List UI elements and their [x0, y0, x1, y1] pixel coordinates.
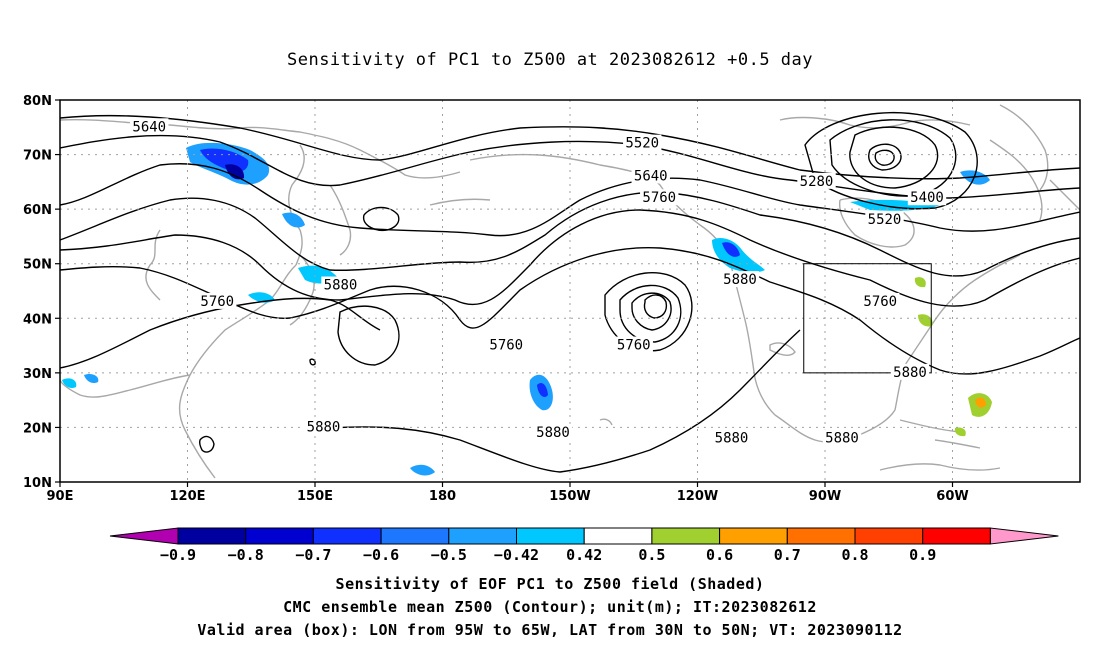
- gridlines: [60, 100, 1080, 482]
- contour-label-bg: [640, 189, 679, 206]
- caption-shading: Sensitivity of EOF PC1 to Z500 field (Sh…: [335, 575, 765, 593]
- colorbar-tick-label: −0.6: [363, 546, 399, 564]
- contour-label: 5880: [723, 272, 757, 288]
- contour-label-bg: [720, 271, 760, 288]
- lon-tick-label: 180: [429, 489, 456, 504]
- lon-tick-label: 90E: [47, 489, 74, 504]
- lat-tick-label: 20N: [23, 421, 52, 436]
- lon-tick-label: 90W: [809, 489, 841, 504]
- colorbar-tick-label: 0.42: [566, 546, 602, 564]
- colorbar-tick-label: 0.5: [638, 546, 665, 564]
- colorbar-box: [312, 527, 382, 545]
- contour-label: 5760: [617, 338, 651, 354]
- colorbar-tick-label: −0.42: [494, 546, 539, 564]
- contour-label: 5760: [200, 294, 234, 310]
- contour-label-bg: [487, 336, 526, 353]
- colorbar-min-arrow: [109, 527, 179, 545]
- colorbar-tick-label: −0.5: [431, 546, 467, 564]
- colorbar-box: [651, 527, 721, 545]
- contour-label: 5400: [910, 190, 944, 206]
- contour-label: 5760: [863, 294, 897, 310]
- valid-area-box: [803, 263, 932, 374]
- colorbar-box: [516, 527, 585, 545]
- contour-label: 5640: [634, 168, 668, 184]
- contour-label: 5760: [489, 338, 523, 354]
- lat-tick-label: 50N: [23, 258, 52, 273]
- colorbar-box: [583, 527, 653, 545]
- lon-tick-label: 120E: [169, 489, 205, 504]
- contour-label: 5880: [324, 278, 358, 294]
- colorbar-tick-label: 0.6: [706, 546, 733, 564]
- lat-tick-label: 80N: [23, 94, 52, 109]
- contour-label-bg: [712, 429, 751, 446]
- colorbar-box: [922, 527, 991, 545]
- contour-label-bg: [623, 134, 662, 151]
- contour-label: 5880: [715, 430, 749, 446]
- contour-label: 5280: [800, 174, 834, 190]
- contour-label-bg: [304, 418, 343, 435]
- contour-label-bg: [614, 336, 653, 353]
- contour-label: 5640: [132, 119, 166, 135]
- contour-label-bg: [130, 118, 169, 135]
- latitude-labels: 80N 70N 60N 50N 40N 30N 20N 10N: [23, 94, 52, 491]
- contour-label-bg: [198, 292, 237, 309]
- contour-label: 5520: [625, 136, 659, 152]
- colorbar-tick-label: −0.9: [160, 546, 196, 564]
- longitude-labels: 90E 120E 150E 180 150W 120W 90W 60W: [47, 489, 969, 504]
- colorbar-labels: −0.9 −0.8 −0.7 −0.6 −0.5 −0.42 0.42 0.5 0.6 0.7 0.…: [160, 546, 936, 564]
- colorbar-box: [854, 527, 924, 545]
- lat-tick-label: 40N: [23, 312, 52, 327]
- contour-label: 5880: [307, 419, 341, 435]
- contour-label: 5520: [868, 212, 902, 228]
- contour-label: 5760: [642, 190, 676, 206]
- lon-tick-label: 120W: [677, 489, 718, 504]
- caption-contour: CMC ensemble mean Z500 (Contour); unit(m…: [283, 598, 817, 616]
- contour-label-bg: [907, 189, 947, 206]
- contour-label-bg: [533, 423, 573, 440]
- colorbar-box: [177, 527, 247, 545]
- colorbar-max-arrow: [989, 527, 1059, 545]
- colorbar-box: [380, 527, 450, 545]
- contour-label: 5880: [536, 425, 570, 441]
- lon-tick-label: 60W: [936, 489, 968, 504]
- contour-label-bg: [631, 167, 670, 184]
- lat-tick-label: 10N: [23, 476, 52, 491]
- contour-labels: 5640 5520 5640 5760 5280 5400 5520 5880 5760 5760…: [130, 118, 947, 446]
- colorbar: [109, 527, 1059, 545]
- contour-label-bg: [321, 276, 360, 293]
- colorbar-box: [786, 527, 856, 545]
- colorbar-box: [448, 527, 517, 545]
- lat-tick-label: 60N: [23, 203, 52, 218]
- lon-tick-label: 150W: [549, 489, 590, 504]
- contour-label-bg: [861, 292, 900, 309]
- lat-tick-label: 70N: [23, 149, 52, 164]
- colorbar-tick-label: −0.7: [295, 546, 331, 564]
- contour-label-bg: [890, 363, 930, 380]
- contour-label-bg: [865, 211, 904, 228]
- colorbar-tick-label: 0.8: [841, 546, 868, 564]
- contour-label: 5880: [825, 430, 859, 446]
- colorbar-tick-label: 0.7: [774, 546, 801, 564]
- chart-title: Sensitivity of PC1 to Z500 at 2023082612…: [286, 50, 813, 70]
- contour-label: 5880: [893, 365, 927, 381]
- colorbar-tick-label: −0.8: [228, 546, 264, 564]
- colorbar-box: [245, 527, 314, 545]
- colorbar-tick-label: 0.9: [909, 546, 936, 564]
- axis-ticks: [55, 99, 954, 487]
- lon-tick-label: 150E: [297, 489, 333, 504]
- contour-label-bg: [822, 429, 862, 446]
- colorbar-box: [719, 527, 788, 545]
- contour-label-bg: [797, 172, 836, 189]
- lat-tick-label: 30N: [23, 367, 52, 382]
- caption-valid-area: Valid area (box): LON from 95W to 65W, L…: [197, 621, 903, 639]
